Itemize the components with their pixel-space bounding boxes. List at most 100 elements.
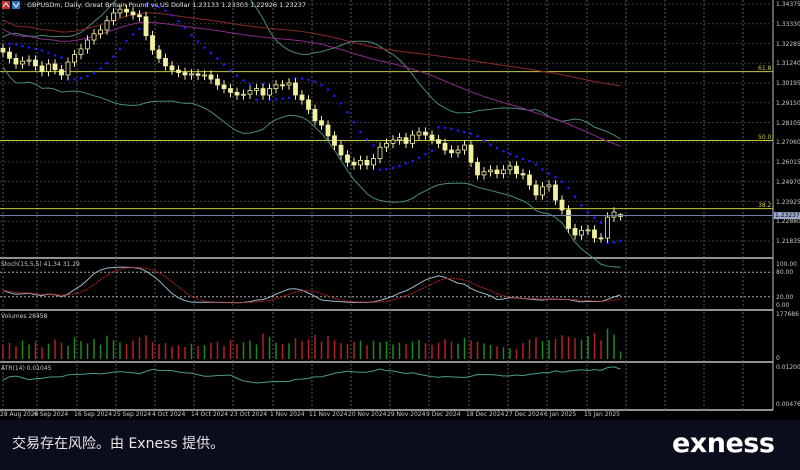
candle-body: [481, 171, 487, 176]
parabolic-sar-dot: [476, 135, 479, 138]
candle-body: [351, 161, 357, 166]
candle-body: [358, 159, 363, 166]
candle-body: [117, 8, 123, 14]
parabolic-sar-dot: [521, 157, 525, 161]
parabolic-sar-dot: [131, 33, 135, 36]
parabolic-sar-dot: [541, 168, 544, 171]
price-scale-label: 1.28105: [776, 119, 800, 127]
price-scale-label: 1.33330: [776, 20, 800, 28]
parabolic-sar-dot: [443, 126, 447, 130]
fibonacci-level-label: 38.2: [758, 201, 772, 209]
candle-body: [611, 211, 617, 218]
chart-canvas[interactable]: [0, 0, 800, 420]
candle-body: [202, 74, 207, 77]
price-scale-label: 1.32285: [776, 40, 800, 48]
stochastic-scale-label: 100.00: [776, 261, 797, 268]
parabolic-sar-dot: [294, 76, 297, 80]
atr-scale-label: 0.00476: [776, 401, 800, 408]
price-scale-label: 1.34375: [776, 1, 800, 8]
candle-body: [312, 108, 318, 122]
parabolic-sar-dot: [79, 76, 83, 80]
price-scale-label: 1.21835: [776, 238, 800, 245]
parabolic-sar-dot: [612, 240, 616, 244]
candle-body: [72, 54, 77, 63]
candle-body: [319, 120, 324, 126]
parabolic-sar-dot: [274, 98, 278, 101]
parabolic-sar-dot: [21, 44, 24, 48]
candle-body: [494, 169, 500, 175]
candle-body: [520, 173, 526, 176]
parabolic-sar-dot: [40, 49, 44, 52]
parabolic-sar-dot: [346, 111, 349, 114]
candle-body: [514, 165, 519, 175]
candle-body: [280, 84, 285, 87]
parabolic-sar-dot: [593, 216, 596, 220]
atr-line: [2, 366, 621, 384]
candle-body: [455, 149, 461, 154]
candle-body: [91, 33, 97, 41]
parabolic-sar-dot: [313, 80, 317, 84]
candle-body: [208, 74, 214, 80]
candle-body: [150, 35, 155, 51]
parabolic-sar-dot: [417, 156, 421, 160]
candle-body: [46, 63, 51, 72]
candle-body: [540, 186, 545, 196]
candle-body: [598, 237, 604, 240]
candle-body: [104, 20, 110, 31]
candle-body: [533, 184, 539, 196]
parabolic-sar-dot: [105, 61, 109, 65]
parabolic-sar-dot: [170, 14, 174, 17]
candle-body: [468, 144, 474, 163]
parabolic-sar-dot: [469, 132, 473, 135]
parabolic-sar-dot: [14, 43, 18, 46]
parabolic-sar-dot: [554, 175, 557, 179]
price-chart[interactable]: GBPUSDm, Daily: Great Britain Pound vs U…: [0, 0, 800, 420]
stochastic-scale-label: 80.00: [776, 269, 794, 277]
parabolic-sar-dot: [385, 167, 388, 171]
candle-body: [299, 94, 305, 101]
candle-body: [137, 14, 142, 18]
candle-body: [410, 134, 415, 144]
candle-body: [449, 149, 454, 154]
candle-body: [462, 144, 467, 151]
candle-body: [429, 134, 435, 141]
candle-body: [260, 88, 266, 96]
parabolic-sar-dot: [580, 204, 583, 207]
stochastic-scale-label: 20.00: [776, 293, 794, 301]
parabolic-sar-dot: [53, 54, 57, 57]
candle-body: [195, 73, 201, 76]
parabolic-sar-dot: [255, 98, 258, 102]
candle-body: [306, 99, 311, 110]
candle-body: [403, 137, 409, 144]
candle-body: [39, 65, 45, 72]
parabolic-sar-dot: [411, 159, 414, 163]
candle-body: [13, 57, 19, 65]
parabolic-sar-dot: [216, 57, 219, 60]
parabolic-sar-dot: [456, 129, 460, 132]
parabolic-sar-dot: [112, 55, 115, 58]
candle-body: [130, 11, 136, 16]
date-axis-label: 25 Sep 2024: [113, 411, 152, 418]
parabolic-sar-dot: [359, 130, 362, 133]
candle-body: [559, 199, 565, 211]
parabolic-sar-dot: [47, 51, 50, 55]
date-axis-label: 6 Jan 2025: [544, 411, 577, 418]
parabolic-sar-dot: [99, 67, 102, 70]
candle-body: [345, 154, 350, 163]
parabolic-sar-dot: [339, 102, 343, 105]
candle-body: [442, 142, 448, 151]
candle-body: [7, 51, 12, 59]
candle-body: [566, 209, 571, 229]
candle-body: [26, 59, 32, 62]
volume-scale-label: 0: [776, 355, 780, 362]
candle-body: [293, 82, 298, 96]
candle-body: [59, 69, 64, 76]
candle-body: [325, 124, 331, 137]
parabolic-sar-dot: [437, 126, 440, 129]
parabolic-sar-dot: [502, 149, 505, 153]
candle-body: [579, 229, 584, 236]
price-scale-label: 1.24970: [776, 178, 800, 186]
parabolic-sar-dot: [177, 19, 180, 23]
parabolic-sar-dot: [482, 139, 486, 142]
parabolic-sar-dot: [573, 195, 577, 199]
